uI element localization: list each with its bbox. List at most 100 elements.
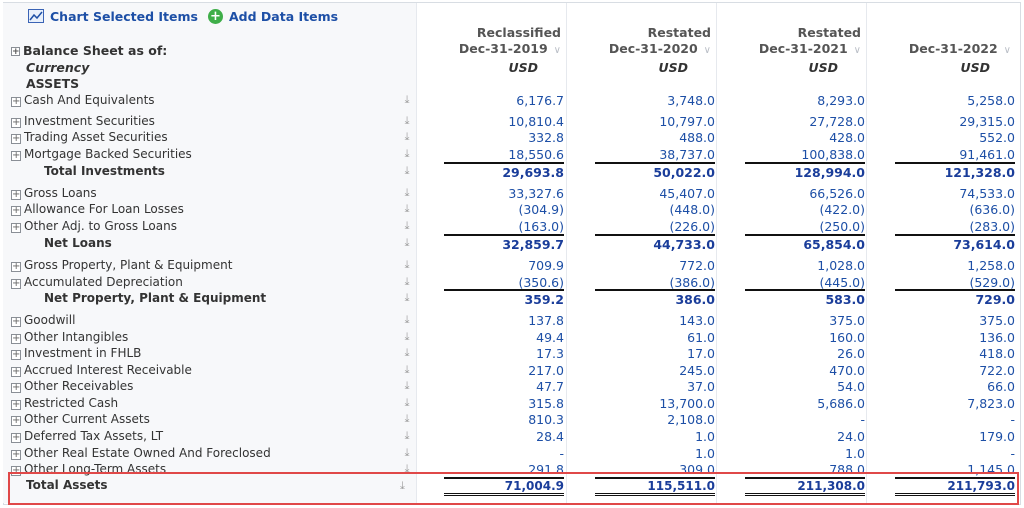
download-icon[interactable]: ⤓	[400, 479, 405, 492]
row-label: + Restricted Cash	[11, 396, 118, 410]
download-icon[interactable]: ⤓	[404, 330, 410, 343]
balance-sheet-label[interactable]: + Balance Sheet as of:	[11, 43, 168, 58]
expand-icon[interactable]: +	[11, 316, 21, 327]
expand-icon[interactable]: +	[11, 382, 21, 393]
download-icon[interactable]: ⤓	[404, 93, 410, 106]
cell-value: 29,315.0	[959, 114, 1015, 129]
table-row[interactable]: + Restricted Cash ⤓ 315.8 13,700.0 5,686.0 7,8…	[0, 395, 1024, 412]
chart-selected-items-button[interactable]: Chart Selected Items	[28, 9, 198, 24]
table-row[interactable]: + Gross Loans ⤓ 33,327.6 45,407.0 66,526.0 74,…	[0, 185, 1024, 202]
expand-icon[interactable]: +	[11, 222, 21, 233]
table-row[interactable]: + Goodwill ⤓ 137.8 143.0 375.0 375.0	[0, 312, 1024, 329]
table-row[interactable]: + Other Intangibles ⤓ 49.4 61.0 160.0 136.0	[0, 329, 1024, 346]
row-label-text: Other Adj. to Gross Loans	[24, 219, 177, 233]
chart-icon	[28, 9, 44, 23]
download-icon[interactable]: ⤓	[404, 258, 410, 271]
download-icon[interactable]: ⤓	[404, 396, 410, 409]
download-icon[interactable]: ⤓	[404, 147, 410, 160]
expand-icon[interactable]: +	[11, 349, 21, 360]
table-row[interactable]: + Deferred Tax Assets, LT ⤓ 28.4 1.0 24.0 179.…	[0, 428, 1024, 445]
chevron-down-icon[interactable]: ∨	[853, 45, 861, 56]
cell-value: 136.0	[979, 330, 1015, 345]
download-icon[interactable]: ⤓	[404, 412, 410, 425]
expand-icon[interactable]: +	[11, 261, 21, 272]
table-row[interactable]: + Allowance For Loan Losses ⤓ (304.9) (448.0…	[0, 201, 1024, 218]
download-icon[interactable]: ⤓	[404, 429, 410, 442]
cell-value: 37.0	[687, 379, 715, 394]
table-row[interactable]: + Other Adj. to Gross Loans ⤓ (163.0) (226.0…	[0, 218, 1024, 235]
row-label-text: Investment Securities	[24, 114, 155, 128]
table-row[interactable]: + Other Real Estate Owned And Foreclosed ⤓…	[0, 445, 1024, 462]
download-icon[interactable]: ⤓	[404, 236, 410, 249]
download-icon[interactable]: ⤓	[404, 363, 410, 376]
expand-icon[interactable]: +	[11, 399, 21, 410]
expand-icon[interactable]: +	[11, 432, 21, 443]
table-row[interactable]: + Investment in FHLB ⤓ 17.3 17.0 26.0 418.0	[0, 345, 1024, 362]
row-label: + Gross Loans	[11, 186, 97, 200]
column-header-2019[interactable]: Reclassified Dec-31-2019 ∨	[418, 25, 561, 57]
column-header-2020[interactable]: Restated Dec-31-2020 ∨	[568, 25, 711, 57]
download-icon[interactable]: ⤓	[404, 313, 410, 326]
download-icon[interactable]: ⤓	[404, 446, 410, 459]
expand-icon[interactable]: +	[11, 96, 21, 107]
row-label-text: Other Intangibles	[24, 330, 129, 344]
cell-value: 6,176.7	[516, 93, 564, 108]
download-icon[interactable]: ⤓	[404, 130, 410, 143]
download-icon[interactable]: ⤓	[404, 291, 410, 304]
assets-section-heading: ASSETS	[26, 76, 80, 91]
chevron-down-icon[interactable]: ∨	[553, 45, 561, 56]
cell-value: -	[1010, 446, 1015, 461]
cell-value: (448.0)	[669, 202, 715, 217]
cell-value: (304.9)	[518, 202, 564, 217]
column-header-date: Dec-31-2020	[608, 41, 698, 56]
expand-icon[interactable]: +	[11, 465, 21, 476]
cell-value: 33,327.6	[508, 186, 564, 201]
expand-icon[interactable]: +	[11, 333, 21, 344]
column-header-2021[interactable]: Restated Dec-31-2021 ∨	[718, 25, 861, 57]
table-row[interactable]: + Other Current Assets ⤓ 810.3 2,108.0 - -	[0, 411, 1024, 428]
subtotal-row[interactable]: Net Property, Plant & Equipment ⤓ 359.2 386…	[0, 289, 1024, 307]
table-row[interactable]: + Other Receivables ⤓ 47.7 37.0 54.0 66.0	[0, 378, 1024, 395]
highlight-box	[8, 472, 1019, 505]
expand-icon[interactable]: +	[11, 278, 21, 289]
chevron-down-icon[interactable]: ∨	[703, 45, 711, 56]
expand-icon[interactable]: +	[11, 449, 21, 460]
download-icon[interactable]: ⤓	[404, 379, 410, 392]
cell-value: 428.0	[829, 130, 865, 145]
column-header-2022[interactable]: Dec-31-2022 ∨	[868, 25, 1011, 57]
row-label-text: Accumulated Depreciation	[24, 275, 183, 289]
expand-icon[interactable]: +	[11, 366, 21, 377]
expand-icon[interactable]: +	[11, 205, 21, 216]
column-header-restate-label	[868, 25, 1011, 41]
download-icon[interactable]: ⤓	[404, 275, 410, 288]
table-row[interactable]: + Investment Securities ⤓ 10,810.4 10,797.0 2…	[0, 113, 1024, 130]
cell-value: 66,526.0	[809, 186, 865, 201]
download-icon[interactable]: ⤓	[404, 346, 410, 359]
table-row[interactable]: + Gross Property, Plant & Equipment ⤓ 709.9…	[0, 257, 1024, 274]
download-icon[interactable]: ⤓	[404, 462, 410, 475]
expand-icon[interactable]: +	[11, 117, 21, 128]
table-row[interactable]: + Cash And Equivalents ⤓ 6,176.7 3,748.0 8,29…	[0, 92, 1024, 109]
table-row[interactable]: + Trading Asset Securities ⤓ 332.8 488.0 428.…	[0, 129, 1024, 146]
expand-icon[interactable]: +	[11, 415, 21, 426]
table-row[interactable]: + Accrued Interest Receivable ⤓ 217.0 245.0 4…	[0, 362, 1024, 379]
cell-value: 121,328.0	[895, 162, 1015, 180]
chevron-down-icon[interactable]: ∨	[1003, 45, 1011, 56]
subtotal-row[interactable]: Total Investments ⤓ 29,693.8 50,022.0 128,99…	[0, 162, 1024, 180]
total-assets-row[interactable]: Total Assets ⤓ 71,004.9 115,511.0 211,30…	[0, 477, 1024, 496]
subtotal-row[interactable]: Net Loans ⤓ 32,859.7 44,733.0 65,854.0 73,614…	[0, 234, 1024, 252]
cell-value: 375.0	[979, 313, 1015, 328]
expand-icon[interactable]: +	[11, 150, 21, 161]
download-icon[interactable]: ⤓	[404, 219, 410, 232]
cell-value: 5,686.0	[817, 396, 865, 411]
table-row[interactable]: + Mortgage Backed Securities ⤓ 18,550.6 38,7…	[0, 146, 1024, 163]
expand-icon[interactable]: +	[11, 47, 20, 57]
download-icon[interactable]: ⤓	[404, 164, 410, 177]
download-icon[interactable]: ⤓	[404, 202, 410, 215]
expand-icon[interactable]: +	[11, 133, 21, 144]
expand-icon[interactable]: +	[11, 189, 21, 200]
add-data-items-button[interactable]: + Add Data Items	[207, 8, 338, 24]
download-icon[interactable]: ⤓	[404, 186, 410, 199]
row-label-text: Deferred Tax Assets, LT	[24, 429, 164, 443]
download-icon[interactable]: ⤓	[404, 114, 410, 127]
